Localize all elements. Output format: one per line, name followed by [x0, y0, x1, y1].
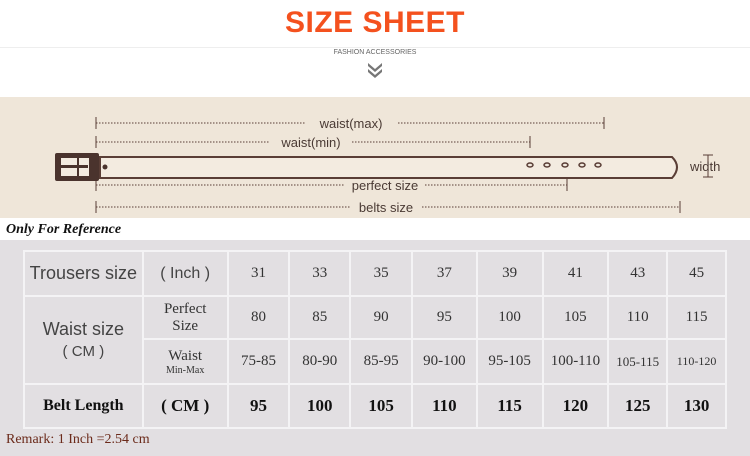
cell: 37 [411, 250, 478, 297]
table-row: Waist size( CM ) Perfect Size 80 85 90 95 10… [23, 295, 727, 385]
cell: 115 [666, 295, 727, 340]
cell: 105-115 [607, 338, 669, 385]
cell: 80 [226, 295, 291, 340]
reference-note: Only For Reference [6, 222, 122, 237]
cell: 35 [349, 250, 413, 297]
cell: 110 [607, 295, 669, 340]
cell: 100 [475, 295, 544, 340]
trousers-size-label: Trousers size [23, 250, 144, 297]
waist-min-max-label: Waist Min-Max [141, 338, 229, 385]
table-row: Belt Length ( CM ) 95 100 105 110 115 120 125 1… [23, 383, 727, 429]
waist-size-text: Waist size [42, 319, 125, 339]
perfect-size-label: Perfect Size [141, 295, 229, 340]
cell: 100 [288, 383, 352, 429]
divider [0, 47, 750, 48]
table-row: Waist Min-Max 75-85 80-90 85-95 90-100 95-105… [24, 338, 727, 385]
cell: 125 [607, 383, 669, 429]
cell: 105 [349, 383, 413, 429]
belt-strap [99, 156, 678, 179]
cell: 75-85 [226, 338, 291, 385]
cell: 85-95 [349, 338, 413, 385]
remark: Remark: 1 Inch =2.54 cm [6, 432, 150, 447]
cm-unit: ( CM ) [141, 383, 229, 429]
width-label: width [689, 159, 720, 174]
subtitle: FASHION ACCESSORIES [333, 49, 417, 56]
belt-diagram: waist(max) waist(min) perfect size belts… [0, 97, 750, 218]
cell: 33 [288, 250, 352, 297]
cell: 120 [541, 383, 610, 429]
cell: 130 [666, 383, 727, 429]
waist-max-label: waist(max) [319, 116, 383, 131]
cell: 80-90 [288, 338, 352, 385]
cell: 110-120 [666, 338, 727, 385]
cell: 41 [541, 250, 610, 297]
cell: 95 [411, 295, 478, 340]
waist-size-label: Waist size ( CM ) [23, 295, 144, 385]
cell: 95 [226, 383, 291, 429]
cell: 39 [475, 250, 544, 297]
double-chevron-down-icon [368, 63, 382, 78]
cell: 90-100 [411, 338, 478, 385]
inch-unit: ( Inch ) [141, 250, 229, 297]
waist-min-label: waist(min) [280, 135, 340, 150]
belt-length-label: Belt Length [23, 383, 144, 429]
min-max-text: Min-Max [166, 364, 205, 376]
cell: 85 [288, 295, 352, 340]
cell: 105 [541, 295, 610, 340]
waist-text: Waist [168, 347, 203, 364]
cell: 100-110 [541, 338, 610, 385]
size-table: Trousers size ( Inch ) 31 33 35 37 39 41 43 45 … [23, 250, 727, 429]
cell: 90 [349, 295, 413, 340]
waist-unit: ( CM ) [62, 343, 105, 360]
cell: 43 [607, 250, 669, 297]
table-row: Trousers size ( Inch ) 31 33 35 37 39 41 43 45 [23, 250, 727, 297]
perfect-size-label: perfect size [352, 178, 418, 193]
page-title: SIZE SHEET [284, 6, 466, 39]
cell: 115 [475, 383, 544, 429]
cell: 95-105 [475, 338, 544, 385]
cell: 31 [226, 250, 291, 297]
belts-size-label: belts size [359, 200, 413, 215]
cell: 45 [666, 250, 727, 297]
cell: 110 [411, 383, 478, 429]
